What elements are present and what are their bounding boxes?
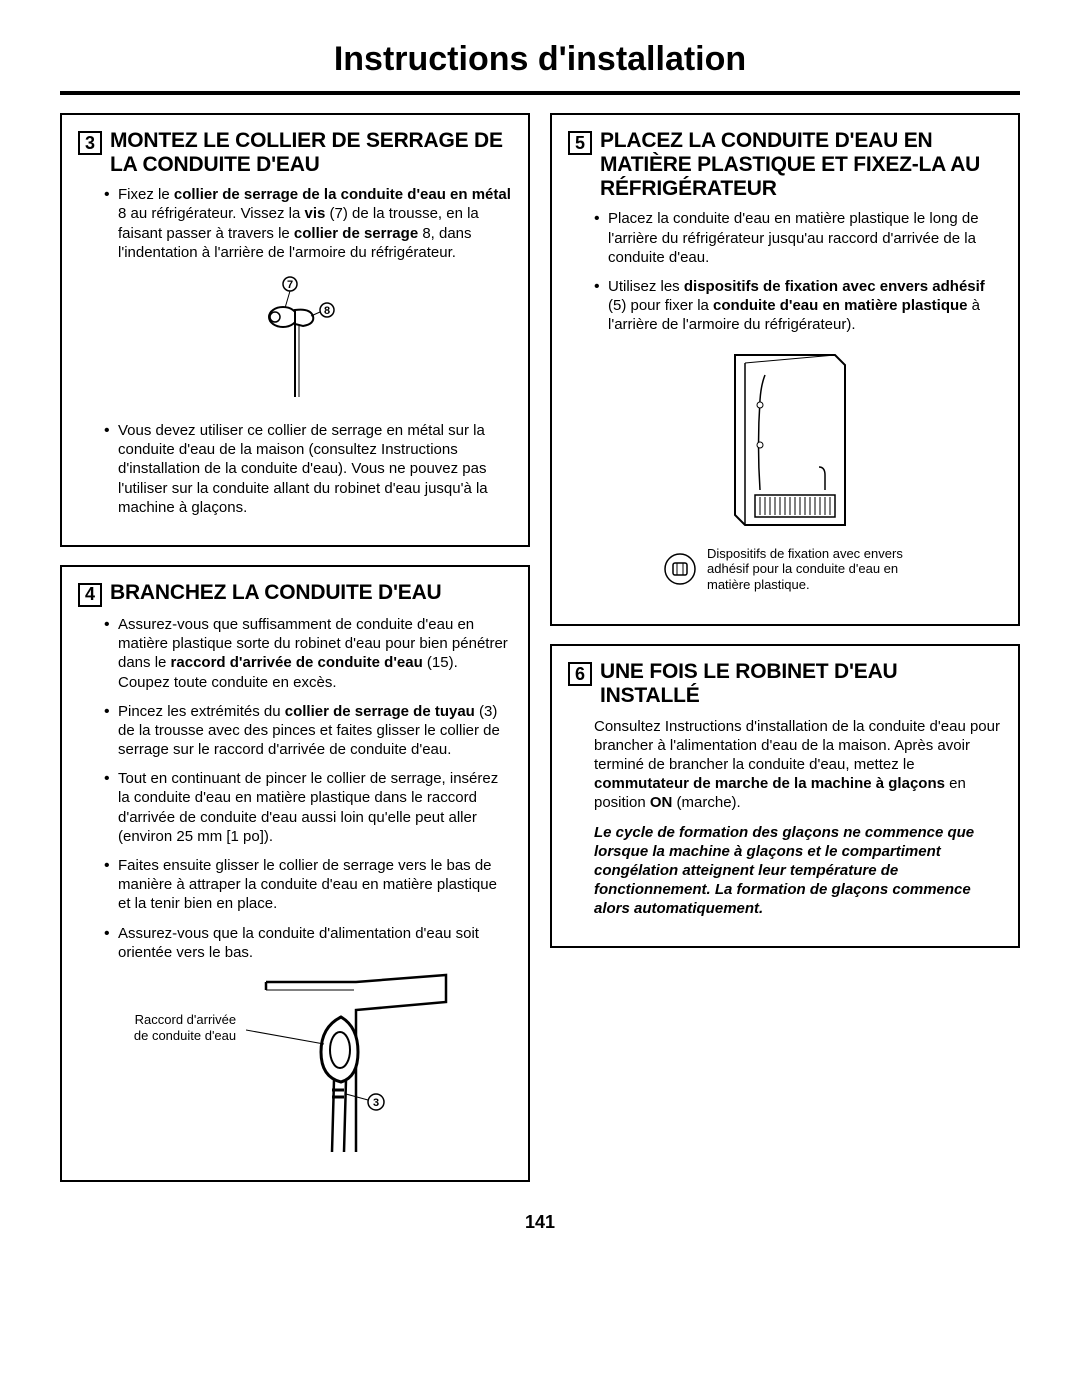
step-number: 3: [78, 131, 102, 155]
fridge-icon: [705, 345, 865, 535]
callout-3: 3: [373, 1097, 379, 1109]
figure-fridge-back: Dispositifs de fixation avec envers adhé…: [568, 345, 1002, 593]
section-3: 3 MONTEZ LE COLLIER DE SERRAGE DE LA CON…: [60, 113, 530, 547]
section-title: PLACEZ LA CONDUITE D'EAU EN MATIÈRE PLAS…: [600, 129, 1002, 201]
left-column: 3 MONTEZ LE COLLIER DE SERRAGE DE LA CON…: [60, 113, 530, 1182]
bullet: Vous devez utiliser ce collier de serrag…: [104, 421, 512, 517]
step-number: 6: [568, 662, 592, 686]
section-title: BRANCHEZ LA CONDUITE D'EAU: [110, 581, 442, 605]
section-4: 4 BRANCHEZ LA CONDUITE D'EAU Assurez-vou…: [60, 565, 530, 1182]
section-title: MONTEZ LE COLLIER DE SERRAGE DE LA CONDU…: [110, 129, 512, 177]
inlet-icon: 3: [246, 972, 456, 1162]
step-number: 4: [78, 583, 102, 607]
paragraph: Consultez Instructions d'installation de…: [568, 717, 1002, 813]
bullet: Assurez-vous que suffisamment de conduit…: [104, 615, 512, 692]
page-number: 141: [60, 1212, 1020, 1233]
callout-7: 7: [287, 279, 293, 291]
callout-8: 8: [324, 305, 330, 317]
section-5: 5 PLACEZ LA CONDUITE D'EAU EN MATIÈRE PL…: [550, 113, 1020, 626]
bullet: Placez la conduite d'eau en matière plas…: [594, 209, 1002, 267]
page-title: Instructions d'installation: [60, 40, 1020, 79]
bullet: Utilisez les dispositifs de fixation ave…: [594, 277, 1002, 335]
bullet: Tout en continuant de pincer le collier …: [104, 769, 512, 846]
clamp-icon: 7 8: [235, 272, 355, 402]
section-6: 6 UNE FOIS LE ROBINET D'EAU INSTALLÉ Con…: [550, 644, 1020, 948]
bullet: Assurez-vous que la conduite d'alimentat…: [104, 924, 512, 962]
right-column: 5 PLACEZ LA CONDUITE D'EAU EN MATIÈRE PL…: [550, 113, 1020, 1182]
figure-clamp: 7 8: [78, 272, 512, 407]
step-number: 5: [568, 131, 592, 155]
divider: [60, 91, 1020, 95]
section-title: UNE FOIS LE ROBINET D'EAU INSTALLÉ: [600, 660, 1002, 708]
figure-caption: Dispositifs de fixation avec envers adhé…: [707, 546, 907, 593]
figure-water-inlet: Raccord d'arrivée de conduite d'eau: [78, 972, 512, 1162]
bullet: Fixez le collier de serrage de la condui…: [104, 185, 512, 262]
columns-wrap: 3 MONTEZ LE COLLIER DE SERRAGE DE LA CON…: [60, 113, 1020, 1182]
bullet: Pincez les extrémités du collier de serr…: [104, 702, 512, 760]
paragraph-emphasis: Le cycle de formation des glaçons ne com…: [568, 823, 1002, 919]
bullet: Faites ensuite glisser le collier de ser…: [104, 856, 512, 914]
clip-icon: [663, 552, 697, 586]
figure-label: Raccord d'arrivée de conduite d'eau: [134, 972, 236, 1043]
